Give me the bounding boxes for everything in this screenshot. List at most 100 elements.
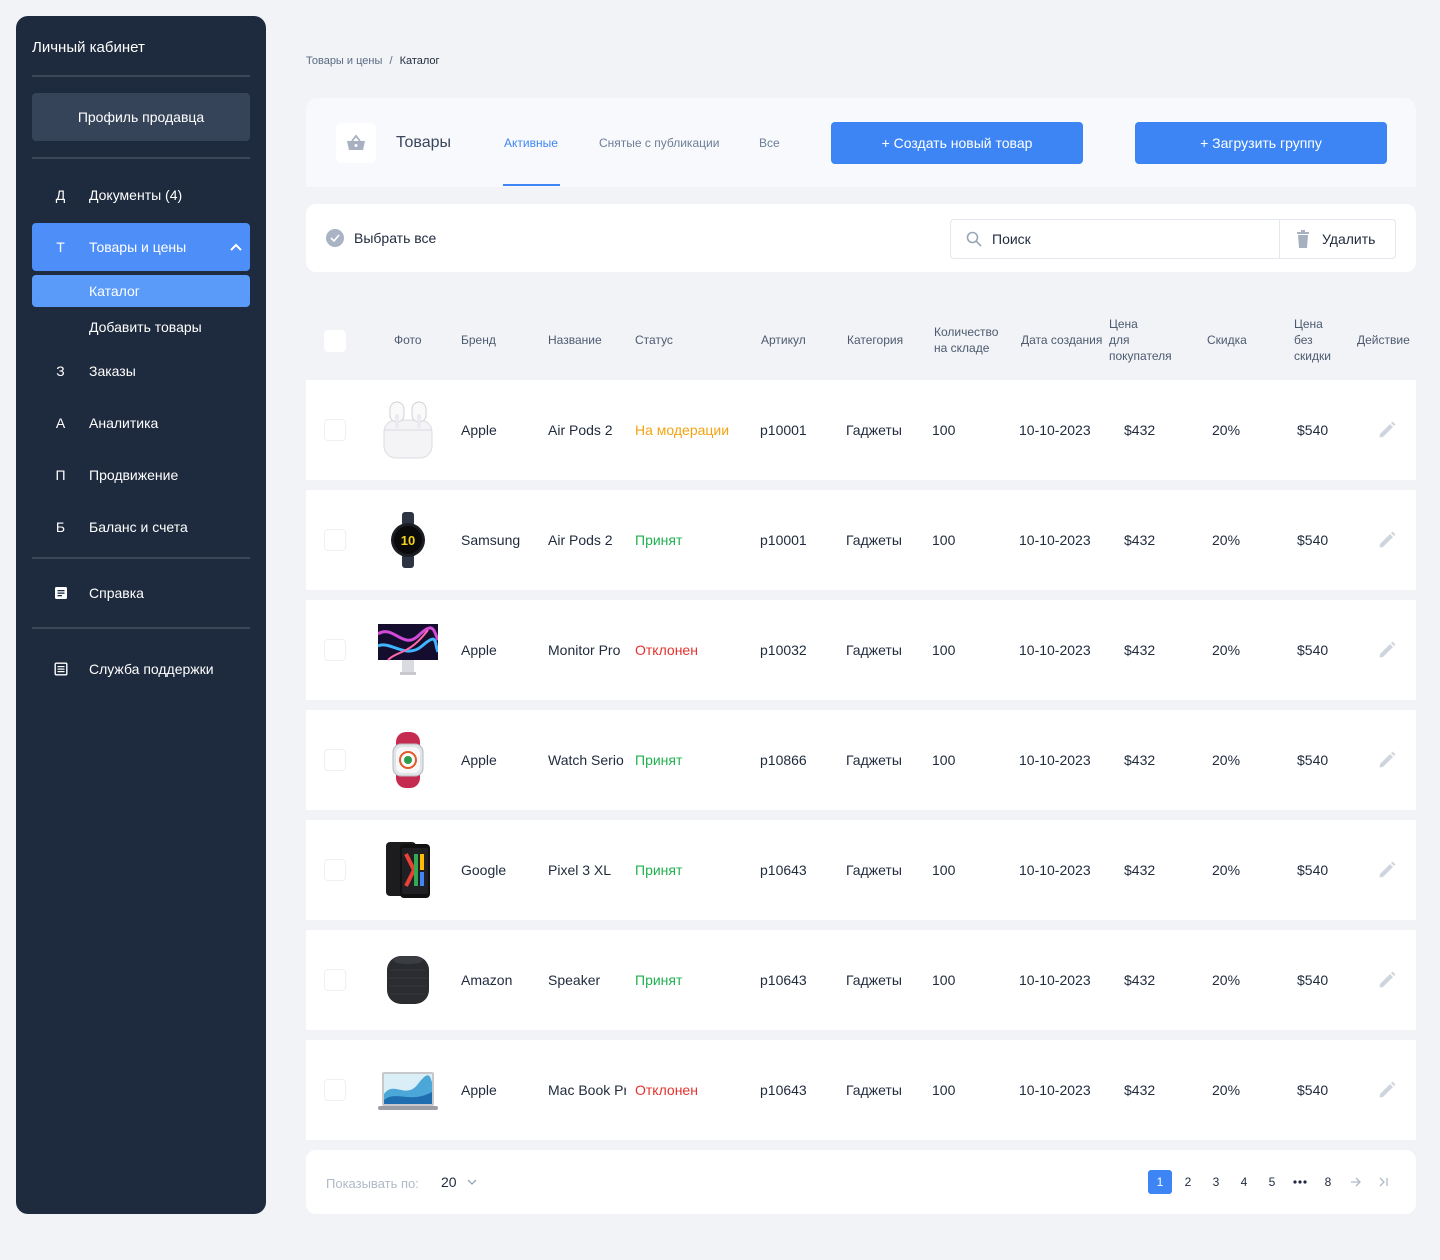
page-button[interactable]: 3 bbox=[1212, 1175, 1220, 1189]
sidebar-item-label: Продвижение bbox=[89, 467, 179, 483]
col-full-price-line: без bbox=[1294, 333, 1313, 347]
products-header: Товары Активные Снятые с публикации Все … bbox=[306, 98, 1416, 187]
header-checkbox[interactable] bbox=[324, 330, 346, 352]
cell-sku: p10866 bbox=[760, 752, 807, 768]
col-category: Категория bbox=[847, 333, 904, 347]
svg-text:10: 10 bbox=[401, 533, 415, 548]
cell-sku: p10032 bbox=[760, 642, 807, 658]
row-checkbox[interactable] bbox=[324, 749, 346, 771]
pencil-icon[interactable] bbox=[1377, 970, 1397, 990]
check-circle-icon[interactable] bbox=[326, 229, 344, 247]
pencil-icon[interactable] bbox=[1377, 750, 1397, 770]
sidebar-item-documents[interactable]: Д Документы (4) bbox=[32, 171, 250, 219]
sidebar-item-orders[interactable]: З Заказы bbox=[32, 347, 250, 395]
divider bbox=[32, 627, 250, 629]
table-row[interactable]: Apple Monitor Pro Отклонен p10032 Гаджет… bbox=[306, 600, 1416, 700]
breadcrumb-parent[interactable]: Товары и цены bbox=[306, 55, 383, 67]
smartwatch-image: 10 bbox=[391, 512, 425, 568]
cell-name: Monitor Pro bbox=[548, 642, 621, 658]
cell-quantity: 100 bbox=[932, 972, 956, 988]
row-checkbox[interactable] bbox=[324, 969, 346, 991]
table-row[interactable]: Apple Watch Serio Принят p10866 Гаджеты … bbox=[306, 710, 1416, 810]
pencil-icon[interactable] bbox=[1377, 420, 1397, 440]
tab-all[interactable]: Все bbox=[759, 136, 780, 150]
page-size-select[interactable]: 20 bbox=[441, 1174, 477, 1190]
search-input[interactable] bbox=[992, 231, 1242, 247]
cell-full-price: $540 bbox=[1297, 422, 1329, 438]
create-product-button[interactable]: + Создать новый товар bbox=[831, 122, 1083, 164]
cell-date: 10-10-2023 bbox=[1019, 532, 1091, 548]
pencil-icon[interactable] bbox=[1377, 640, 1397, 660]
page-button[interactable]: 4 bbox=[1240, 1175, 1248, 1189]
chevron-up-icon[interactable] bbox=[228, 239, 244, 255]
col-price: Цена для покупателя bbox=[1109, 316, 1172, 364]
cell-brand: Amazon bbox=[461, 972, 513, 988]
table-row[interactable]: Apple Air Pods 2 На модерации p10001 Гад… bbox=[306, 380, 1416, 480]
page-button[interactable]: 5 bbox=[1268, 1175, 1276, 1189]
cell-discount: 20% bbox=[1212, 862, 1241, 878]
sidebar-item-label: Документы (4) bbox=[89, 187, 183, 203]
breadcrumb: Товары и цены / Каталог bbox=[306, 55, 440, 67]
cell-quantity: 100 bbox=[932, 752, 956, 768]
sidebar-subitem-add-products[interactable]: Добавить товары bbox=[89, 319, 202, 335]
page-button[interactable]: 8 bbox=[1324, 1175, 1332, 1189]
sidebar: Личный кабинет Профиль продавца Д Докуме… bbox=[16, 16, 266, 1214]
cell-discount: 20% bbox=[1212, 422, 1241, 438]
pencil-icon[interactable] bbox=[1377, 860, 1397, 880]
pencil-icon[interactable] bbox=[1377, 530, 1397, 550]
table-row[interactable]: Google Pixel 3 XL Принят p10643 Гаджеты … bbox=[306, 820, 1416, 920]
cell-date: 10-10-2023 bbox=[1019, 1082, 1091, 1098]
status-badge: Принят bbox=[635, 532, 683, 548]
cell-brand: Google bbox=[461, 862, 507, 878]
cell-price: $432 bbox=[1124, 862, 1156, 878]
row-checkbox[interactable] bbox=[324, 859, 346, 881]
delete-button[interactable]: Удалить bbox=[1279, 219, 1396, 259]
row-checkbox[interactable] bbox=[324, 639, 346, 661]
cell-date: 10-10-2023 bbox=[1019, 972, 1091, 988]
col-full-price: Цена без скидки bbox=[1294, 316, 1331, 364]
sidebar-item-analytics[interactable]: А Аналитика bbox=[32, 399, 250, 447]
upload-group-button[interactable]: + Загрузить группу bbox=[1135, 122, 1387, 164]
tab-active[interactable]: Активные bbox=[504, 136, 558, 150]
sidebar-item-promotion[interactable]: П Продвижение bbox=[32, 451, 250, 499]
select-all[interactable]: Выбрать все bbox=[326, 229, 436, 247]
cell-category: Гаджеты bbox=[846, 862, 902, 878]
row-checkbox[interactable] bbox=[324, 529, 346, 551]
status-badge: Отклонен bbox=[635, 1082, 698, 1098]
page-button[interactable]: 2 bbox=[1184, 1175, 1192, 1189]
status-badge: На модерации bbox=[635, 422, 730, 438]
cell-discount: 20% bbox=[1212, 1082, 1241, 1098]
col-price-line: Цена bbox=[1109, 317, 1138, 331]
cell-price: $432 bbox=[1124, 1082, 1156, 1098]
ellipsis-icon bbox=[1288, 1170, 1312, 1194]
sidebar-item-balance[interactable]: Б Баланс и счета bbox=[32, 503, 250, 551]
arrow-right-icon[interactable] bbox=[1344, 1170, 1368, 1194]
table-row[interactable]: 10 Samsung Air Pods 2 Принят p10001 Гадж… bbox=[306, 490, 1416, 590]
pager: 1 2 3 4 5 8 bbox=[1144, 1170, 1396, 1194]
sidebar-subitem-catalog[interactable]: Каталог bbox=[32, 275, 250, 307]
sidebar-item-help[interactable]: Справка bbox=[32, 559, 250, 627]
table-row[interactable]: Apple Mac Book Pr Отклонен p10643 Гаджет… bbox=[306, 1040, 1416, 1140]
seller-profile-button[interactable]: Профиль продавца bbox=[32, 93, 250, 141]
cell-date: 10-10-2023 bbox=[1019, 422, 1091, 438]
smartphone-image bbox=[386, 842, 430, 898]
pencil-icon[interactable] bbox=[1377, 1080, 1397, 1100]
cell-price: $432 bbox=[1124, 642, 1156, 658]
row-checkbox[interactable] bbox=[324, 419, 346, 441]
cell-brand: Apple bbox=[461, 1082, 497, 1098]
sidebar-title: Личный кабинет bbox=[32, 39, 145, 56]
col-full-price-line: скидки bbox=[1294, 349, 1331, 363]
table-header: Фото Бренд Название Статус Артикул Катег… bbox=[306, 310, 1416, 372]
table-row[interactable]: Amazon Speaker Принят p10643 Гаджеты 100… bbox=[306, 930, 1416, 1030]
tab-active-indicator bbox=[503, 184, 560, 186]
sidebar-item-products[interactable]: Т Товары и цены bbox=[32, 223, 250, 271]
sidebar-item-support[interactable]: Служба поддержки bbox=[32, 629, 250, 709]
cell-brand: Apple bbox=[461, 422, 497, 438]
apple-watch-image bbox=[392, 732, 424, 788]
breadcrumb-current: Каталог bbox=[399, 55, 440, 67]
last-page-icon[interactable] bbox=[1372, 1170, 1396, 1194]
tab-unpublished[interactable]: Снятые с публикации bbox=[599, 136, 720, 150]
page-button[interactable]: 1 bbox=[1148, 1170, 1172, 1194]
cell-category: Гаджеты bbox=[846, 1082, 902, 1098]
row-checkbox[interactable] bbox=[324, 1079, 346, 1101]
